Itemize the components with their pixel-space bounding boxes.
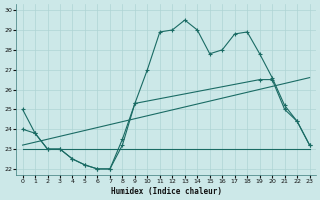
X-axis label: Humidex (Indice chaleur): Humidex (Indice chaleur) [111, 187, 221, 196]
